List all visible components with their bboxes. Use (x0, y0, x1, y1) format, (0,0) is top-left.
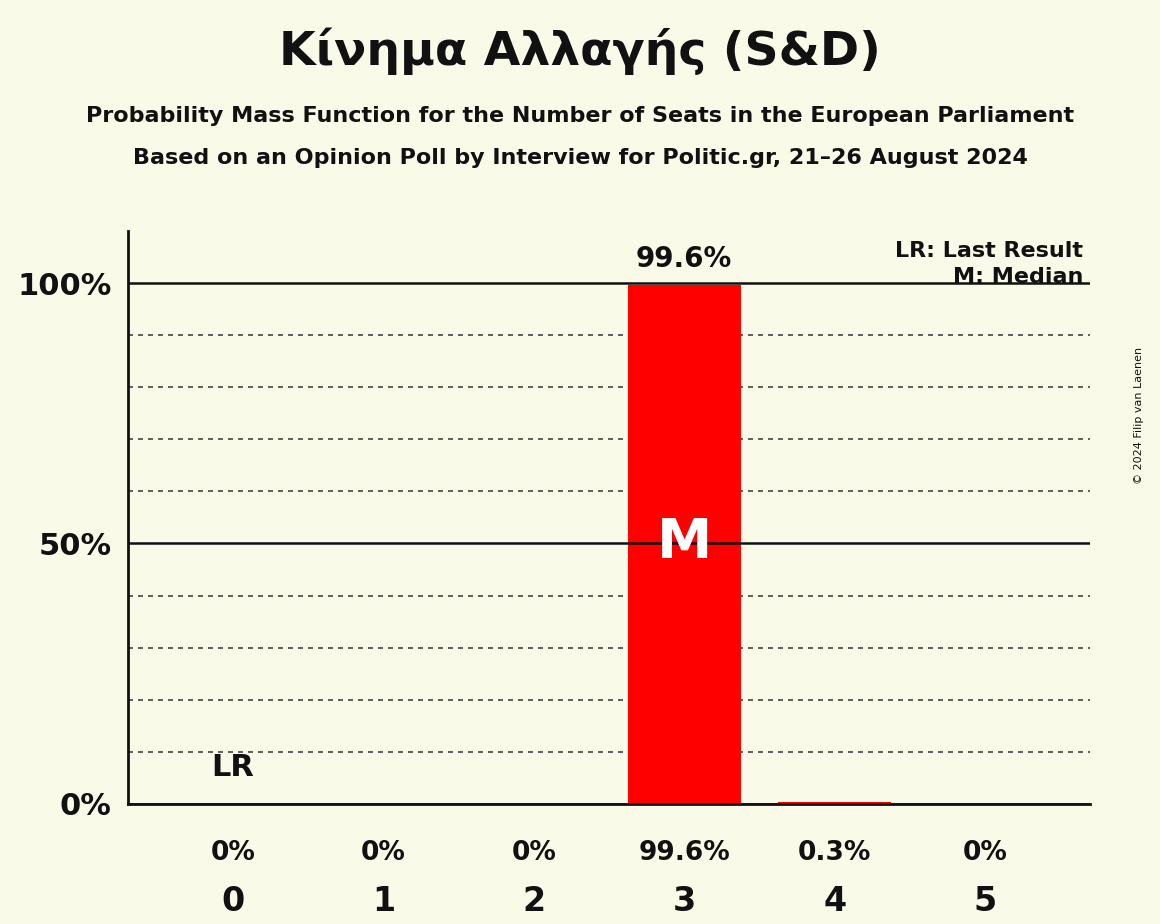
Text: LR: LR (211, 753, 254, 782)
Text: LR: Last Result: LR: Last Result (894, 241, 1083, 261)
Text: M: Median: M: Median (952, 267, 1083, 287)
Bar (778, 802, 891, 804)
Text: 99.6%: 99.6% (636, 245, 732, 273)
Bar (628, 286, 740, 804)
Text: Κίνημα Αλλαγής (S&D): Κίνημα Αλλαγής (S&D) (280, 28, 880, 75)
Text: M: M (657, 517, 712, 570)
Text: 0%: 0% (963, 840, 1008, 867)
Text: 99.6%: 99.6% (638, 840, 730, 867)
Text: 0%: 0% (361, 840, 406, 867)
Text: 0.3%: 0.3% (798, 840, 871, 867)
Text: Probability Mass Function for the Number of Seats in the European Parliament: Probability Mass Function for the Number… (86, 106, 1074, 127)
Text: 0%: 0% (512, 840, 556, 867)
Text: 0%: 0% (210, 840, 255, 867)
Text: © 2024 Filip van Laenen: © 2024 Filip van Laenen (1134, 347, 1144, 484)
Text: Based on an Opinion Poll by Interview for Politic.gr, 21–26 August 2024: Based on an Opinion Poll by Interview fo… (132, 148, 1028, 168)
